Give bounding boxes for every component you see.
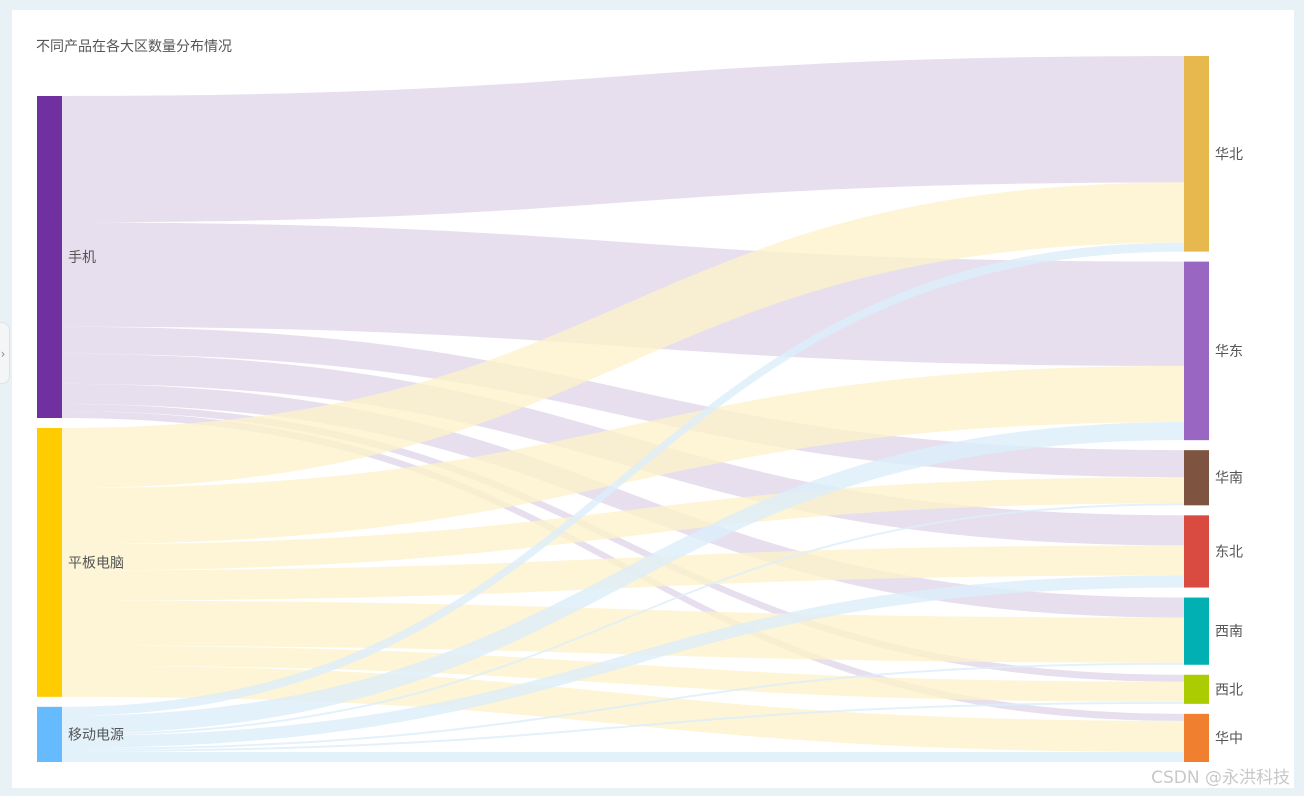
node-layer [37,56,1209,762]
link-移动电源-西北[interactable] [62,701,1184,752]
link-平板电脑-华北[interactable] [62,182,1184,489]
link-手机-华北[interactable] [62,56,1184,223]
link-平板电脑-华南[interactable] [62,477,1184,571]
target-node-西北[interactable] [1184,674,1209,704]
watermark: CSDN @永洪科技 [1151,768,1290,788]
target-node-label: 华东 [1215,344,1243,360]
link-移动电源-东北[interactable] [62,575,1184,748]
link-平板电脑-华东[interactable] [62,365,1184,545]
link-手机-华南[interactable] [62,326,1184,478]
target-node-label: 华中 [1215,731,1243,747]
link-手机-西南[interactable] [62,383,1184,618]
source-node-label: 移动电源 [68,727,124,743]
link-移动电源-华南[interactable] [62,503,1184,736]
source-node-移动电源[interactable] [37,706,62,762]
source-node-手机[interactable] [37,96,62,418]
target-node-西南[interactable] [1184,597,1209,665]
chart-title: 不同产品在各大区数量分布情况 [36,39,232,55]
target-node-华中[interactable] [1184,713,1209,762]
source-node-平板电脑[interactable] [37,427,62,697]
target-node-华北[interactable] [1184,56,1209,252]
source-node-label: 手机 [68,250,96,266]
target-node-label: 西南 [1215,624,1243,640]
target-node-东北[interactable] [1184,515,1209,588]
target-node-label: 东北 [1215,544,1243,560]
link-layer [62,56,1184,762]
target-node-label: 西北 [1215,682,1243,698]
target-node-华南[interactable] [1184,450,1209,506]
target-node-label: 华南 [1215,471,1243,487]
link-手机-西北[interactable] [62,403,1184,682]
link-移动电源-华北[interactable] [62,242,1184,716]
target-node-华东[interactable] [1184,261,1209,441]
target-node-label: 华北 [1215,147,1243,163]
source-node-label: 平板电脑 [68,555,124,571]
link-移动电源-华东[interactable] [62,422,1184,734]
link-移动电源-华中[interactable] [62,751,1184,762]
link-移动电源-西南[interactable] [62,662,1184,750]
link-平板电脑-西南[interactable] [62,600,1184,663]
